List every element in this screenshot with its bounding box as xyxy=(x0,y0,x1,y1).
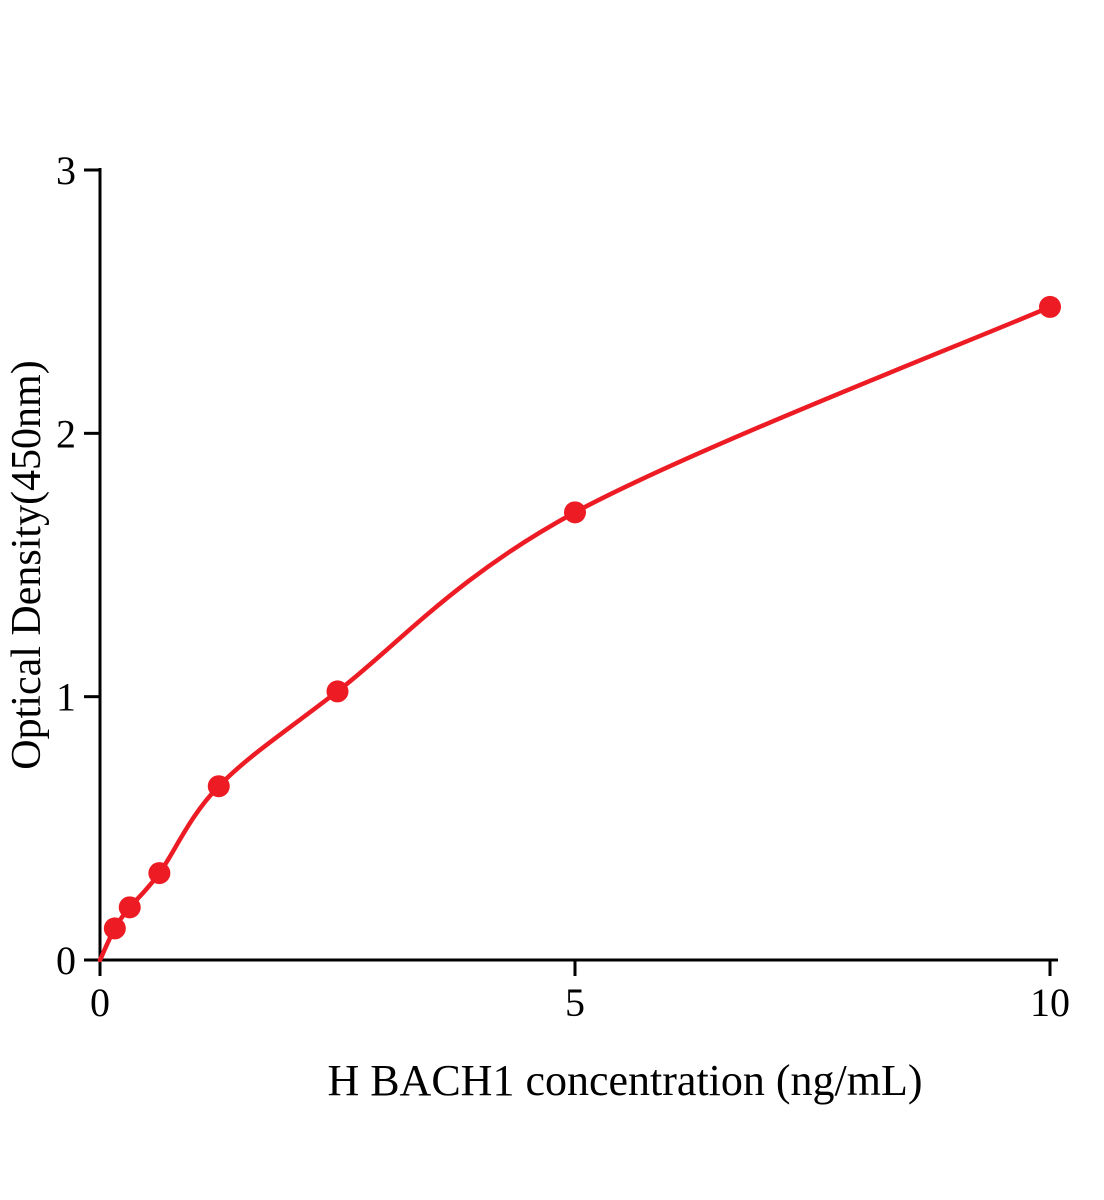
x-tick-label: 0 xyxy=(90,980,110,1025)
y-tick-label: 3 xyxy=(56,148,76,193)
data-point xyxy=(148,862,171,885)
x-axis-label: H BACH1 concentration (ng/mL) xyxy=(327,1056,922,1105)
x-tick-label: 10 xyxy=(1030,980,1070,1025)
x-tick-label: 5 xyxy=(565,980,585,1025)
y-axis-label: Optical Density(450nm) xyxy=(4,360,50,769)
y-tick-label: 0 xyxy=(56,938,76,983)
data-point xyxy=(103,917,126,940)
data-point xyxy=(564,501,586,524)
fit-curve xyxy=(97,304,1053,963)
data-point xyxy=(118,896,141,919)
y-tick-label: 1 xyxy=(56,675,76,720)
data-point xyxy=(326,680,349,703)
y-tick-label: 2 xyxy=(56,411,76,456)
data-point xyxy=(1039,295,1061,318)
data-point xyxy=(207,775,230,798)
plot-area: 0 5 10 0 1 2 3 xyxy=(56,148,1070,1025)
